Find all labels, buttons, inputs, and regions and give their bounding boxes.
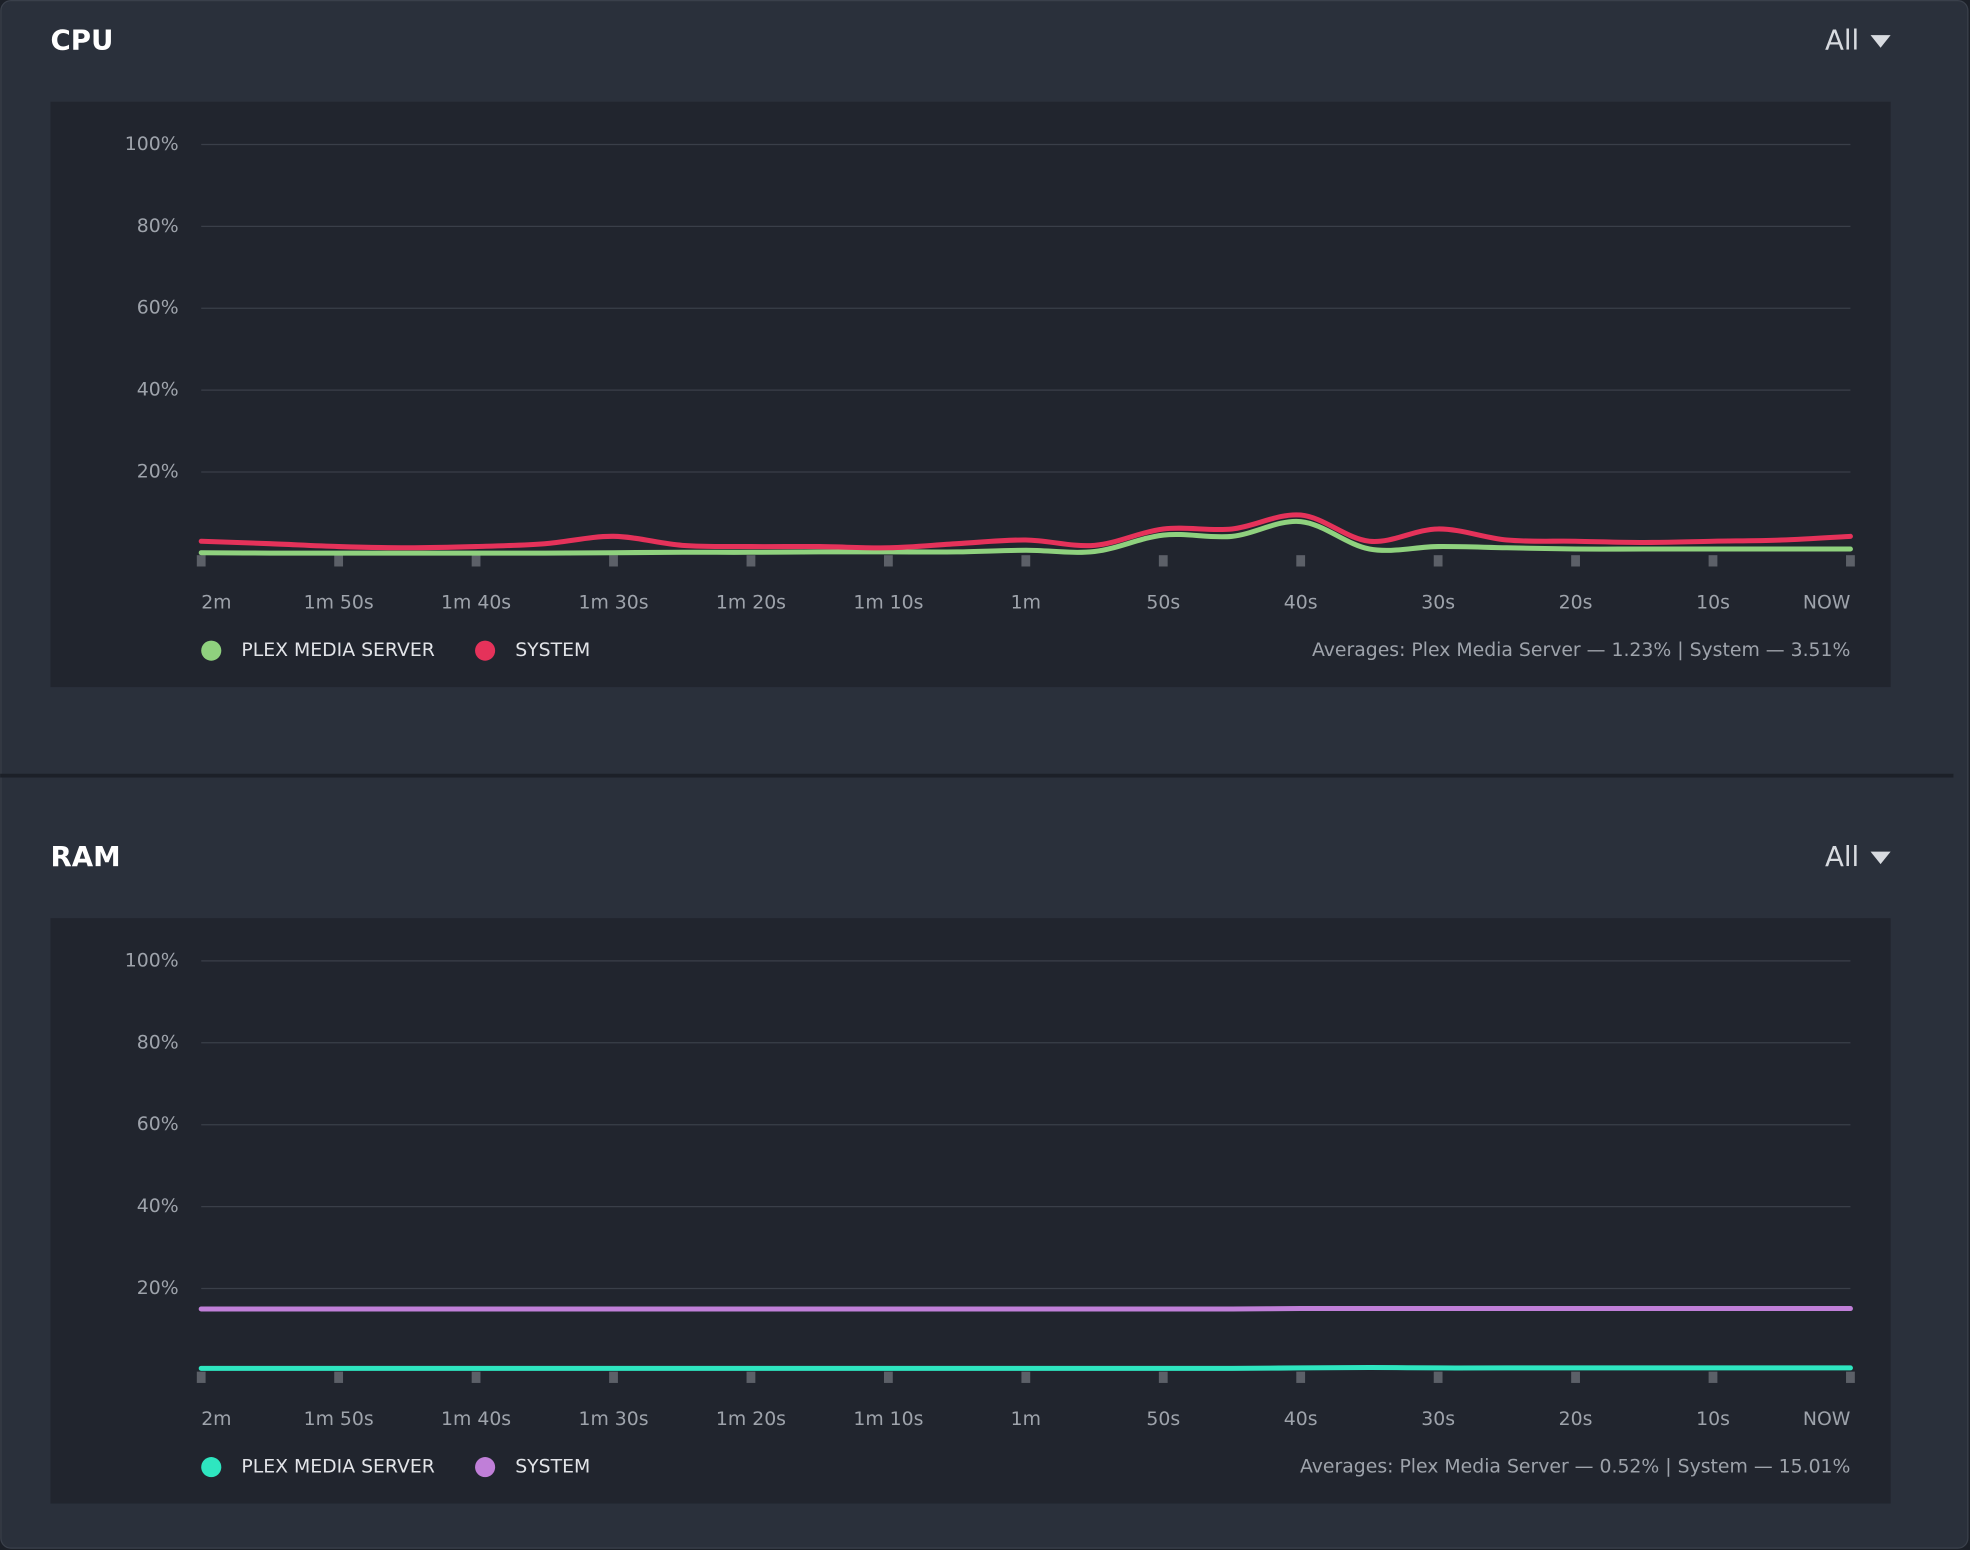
legend-label: SYSTEM [515, 640, 590, 661]
x-tick-label: 40s [1284, 592, 1318, 613]
y-tick-label: 100% [125, 950, 179, 971]
dropdown-label[interactable]: All [1825, 840, 1859, 873]
x-tick-label: 50s [1146, 592, 1180, 613]
x-tick [746, 1371, 756, 1383]
x-tick [1708, 1371, 1718, 1383]
averages: Averages: Plex Media Server — 1.23% | Sy… [1312, 640, 1850, 661]
x-tick-label: 50s [1146, 1409, 1180, 1430]
averages: Averages: Plex Media Server — 0.52% | Sy… [1300, 1457, 1850, 1478]
x-tick-label: 30s [1421, 1409, 1455, 1430]
x-tick-label: 1m 40s [441, 1409, 511, 1430]
y-tick-label: 100% [125, 134, 179, 155]
panel-title: RAM [50, 840, 120, 873]
x-tick-label: 2m [201, 592, 231, 613]
x-tick-label: 1m 50s [304, 1409, 374, 1430]
dropdown-caret[interactable] [1870, 35, 1891, 48]
x-tick [334, 1371, 344, 1383]
x-tick [883, 1371, 893, 1383]
x-tick [1158, 1371, 1168, 1383]
y-tick-label: 20% [137, 462, 179, 483]
x-tick [1158, 555, 1168, 567]
legend-swatch [201, 1457, 222, 1478]
x-tick [471, 1371, 481, 1383]
y-tick-label: 60% [137, 1114, 179, 1135]
x-tick-label: 40s [1284, 1409, 1318, 1430]
x-tick-label: 30s [1421, 592, 1455, 613]
x-tick-label: 1m 10s [853, 592, 923, 613]
x-tick [1571, 555, 1580, 567]
x-tick-label: 10s [1696, 592, 1730, 613]
legend-label: PLEX MEDIA SERVER [241, 1457, 434, 1478]
x-tick [1021, 1371, 1031, 1383]
series-line [198, 518, 1853, 556]
x-tick [1846, 555, 1855, 567]
series-line [198, 512, 1853, 551]
y-tick-label: 80% [137, 216, 179, 237]
y-tick-label: 80% [137, 1032, 179, 1053]
x-tick-label: 2m [201, 1409, 231, 1430]
x-tick [1846, 1371, 1855, 1383]
dropdown-caret[interactable] [1870, 851, 1891, 865]
x-tick [609, 1371, 618, 1383]
x-tick-label: NOW [1803, 1409, 1851, 1430]
chart-box [50, 101, 1891, 688]
x-tick [1433, 555, 1443, 567]
x-tick [1433, 1371, 1443, 1383]
divider [0, 773, 1954, 778]
legend-label: PLEX MEDIA SERVER [241, 640, 434, 661]
x-tick [746, 555, 756, 567]
x-tick-label: 1m [1011, 592, 1041, 613]
x-tick-label: 1m 50s [304, 592, 374, 613]
x-tick-label: 1m 30s [578, 1409, 648, 1430]
x-tick-label: 1m 20s [716, 592, 786, 613]
x-tick-label: 1m 20s [716, 1409, 786, 1430]
x-tick [196, 555, 206, 567]
x-tick [1021, 555, 1031, 567]
series-line [198, 1365, 1853, 1371]
x-tick-label: 20s [1559, 592, 1593, 613]
x-tick [883, 555, 893, 567]
x-tick [1296, 1371, 1306, 1383]
x-tick-label: 10s [1696, 1409, 1730, 1430]
panel-title: CPU [50, 23, 113, 56]
dropdown-label[interactable]: All [1825, 23, 1859, 56]
x-tick [471, 555, 481, 567]
x-tick [609, 555, 618, 567]
y-tick-label: 40% [137, 1196, 179, 1217]
legend-label: SYSTEM [515, 1457, 590, 1478]
x-tick-label: NOW [1803, 592, 1851, 613]
x-tick [1571, 1371, 1580, 1383]
x-tick-label: 1m 10s [853, 1409, 923, 1430]
x-tick [334, 555, 344, 567]
x-tick [1296, 555, 1306, 567]
legend-swatch [201, 640, 222, 661]
x-tick [196, 1371, 206, 1383]
x-tick-label: 20s [1559, 1409, 1593, 1430]
legend-swatch [475, 1457, 496, 1478]
y-tick-label: 40% [137, 380, 179, 401]
x-tick-label: 1m [1011, 1409, 1041, 1430]
chart-box [50, 918, 1891, 1504]
y-tick-label: 20% [137, 1278, 179, 1299]
y-tick-label: 60% [137, 298, 179, 319]
x-tick-label: 1m 40s [441, 592, 511, 613]
x-tick-label: 1m 30s [578, 592, 648, 613]
x-tick [1708, 555, 1718, 567]
legend-swatch [475, 640, 496, 661]
